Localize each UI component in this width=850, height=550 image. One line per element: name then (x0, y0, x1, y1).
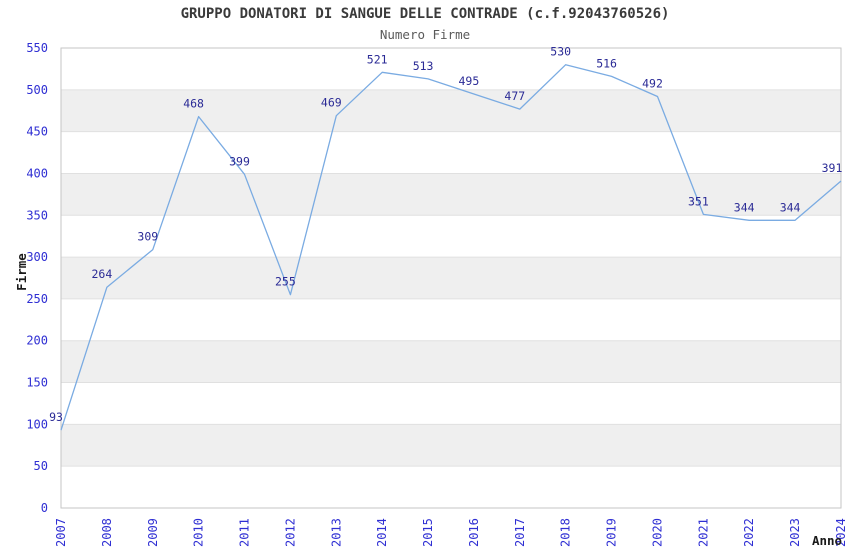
x-tick-label: 2009 (146, 518, 160, 547)
data-label: 530 (550, 45, 571, 59)
data-label: 391 (822, 161, 843, 175)
x-tick-label: 2015 (421, 518, 435, 547)
y-tick-label: 0 (41, 501, 48, 515)
y-grid-band (61, 340, 841, 383)
data-label: 93 (49, 410, 63, 424)
y-tick-label: 550 (26, 41, 48, 55)
x-tick-label: 2021 (696, 518, 710, 547)
y-tick-label: 500 (26, 83, 48, 97)
x-tick-label: 2017 (513, 518, 527, 547)
plot-frame (60, 47, 842, 509)
y-tick-label: 450 (26, 125, 48, 139)
data-label: 477 (504, 89, 525, 103)
y-grid-band (61, 89, 841, 132)
x-axis-title: Anno (812, 533, 842, 548)
data-label: 351 (688, 194, 709, 208)
y-tick-label: 100 (26, 417, 48, 431)
chart-title: GRUPPO DONATORI DI SANGUE DELLE CONTRADE… (180, 6, 670, 22)
y-tick-label: 50 (34, 459, 48, 473)
y-tick-label: 400 (26, 167, 48, 181)
data-label: 468 (183, 97, 204, 111)
chart-subtitle: Numero Firme (379, 27, 471, 42)
x-tick-label: 2014 (375, 518, 389, 547)
x-tick-label: 2022 (742, 518, 756, 547)
y-tick-label: 350 (26, 208, 48, 222)
series-line (60, 64, 842, 431)
x-tick-label: 2023 (788, 518, 802, 547)
x-tick-label: 2020 (651, 518, 665, 547)
data-label: 344 (780, 200, 801, 214)
x-tick-label: 2012 (283, 518, 297, 547)
y-tick-label: 200 (26, 334, 48, 348)
x-tick-label: 2013 (329, 518, 343, 547)
y-tick-label: 250 (26, 292, 48, 306)
data-label: 492 (642, 77, 663, 91)
y-tick-label: 150 (26, 376, 48, 390)
data-label: 344 (734, 200, 755, 214)
x-tick-label: 2016 (467, 518, 481, 547)
data-label: 399 (229, 154, 250, 168)
y-grid-band (61, 173, 841, 216)
y-grid-band (61, 424, 841, 467)
y-axis-title: Firme (14, 253, 29, 291)
x-tick-label: 2011 (238, 518, 252, 547)
x-tick-label: 2024 (834, 518, 848, 547)
x-tick-label: 2008 (100, 518, 114, 547)
data-label: 264 (92, 267, 113, 281)
data-label: 521 (367, 52, 388, 66)
data-label: 309 (137, 230, 158, 244)
x-tick-label: 2010 (192, 518, 206, 547)
data-label: 255 (275, 275, 296, 289)
x-tick-label: 2019 (605, 518, 619, 547)
data-label: 513 (413, 59, 434, 73)
y-tick-label: 300 (26, 250, 48, 264)
data-label: 516 (596, 56, 617, 70)
x-tick-label: 2018 (559, 518, 573, 547)
y-grid-band (61, 257, 841, 299)
data-label: 495 (459, 74, 480, 88)
data-label: 469 (321, 96, 342, 110)
x-tick-label: 2007 (54, 518, 68, 547)
